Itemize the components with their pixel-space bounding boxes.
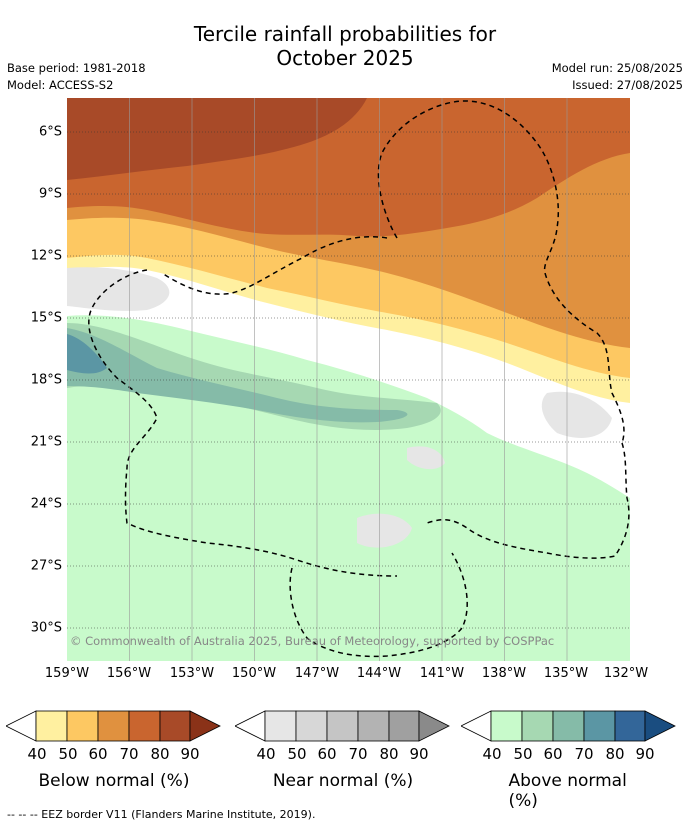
lon-label: 153°W (169, 666, 215, 681)
lat-label: 12°S (30, 248, 62, 264)
lon-label: 144°W (356, 666, 402, 681)
eez-footnote: -- -- -- EEZ border V11 (Flanders Marine… (7, 808, 316, 821)
legend-tick: 40 (482, 745, 502, 763)
lon-label: 141°W (419, 666, 465, 681)
model-run: Model run: 25/08/2025 (551, 61, 683, 75)
legend-tick: 50 (287, 745, 307, 763)
eez-border-east (426, 442, 630, 559)
above-50-region (67, 323, 441, 430)
eez-border-cook-islands (88, 269, 398, 577)
title-line-1: Tercile rainfall probabilities for (193, 22, 497, 46)
base-period: Base period: 1981-2018 (7, 61, 146, 75)
legend-tick: 70 (348, 745, 368, 763)
near-normal-colorbar (235, 710, 450, 742)
near-normal-caption: Near normal (%) (272, 771, 414, 791)
eez-border-south (161, 235, 388, 295)
legend-tick: 70 (574, 745, 594, 763)
lat-label: 21°S (30, 434, 62, 450)
meta-left: Base period: 1981-2018 Model: ACCESS-S2 (7, 60, 146, 94)
legend-tick: 90 (409, 745, 429, 763)
rainfall-map (67, 98, 630, 661)
legend-tick: 60 (543, 745, 563, 763)
legend-tick: 90 (180, 745, 200, 763)
near-40-patch-1 (67, 267, 170, 311)
lon-label: 147°W (294, 666, 340, 681)
legend-tick: 60 (88, 745, 108, 763)
near-40-patch-3 (357, 513, 412, 548)
map-title: Tercile rainfall probabilities for Octob… (0, 22, 690, 70)
lat-label: 6°S (38, 124, 62, 140)
eez-borders (88, 100, 630, 658)
above-normal-colorbar (461, 710, 676, 742)
legend-tick: 40 (256, 745, 276, 763)
legend-tick: 80 (605, 745, 625, 763)
near-40-patch-4 (407, 446, 445, 470)
below-normal-caption: Below normal (%) (38, 771, 190, 791)
eez-border-northern (377, 100, 625, 444)
meta-right: Model run: 25/08/2025 Issued: 27/08/2025 (552, 60, 683, 94)
legend-tick: 80 (379, 745, 399, 763)
lon-label: 159°W (44, 666, 90, 681)
lat-label: 9°S (38, 186, 62, 202)
issued-date: Issued: 27/08/2025 (572, 78, 683, 92)
near-40-patch-2 (541, 391, 612, 438)
legend-tick: 70 (119, 745, 139, 763)
below-80-region (67, 98, 367, 180)
legend-tick: 50 (513, 745, 533, 763)
lat-label: 18°S (30, 372, 62, 388)
lon-label: 132°W (603, 666, 649, 681)
lat-label: 27°S (30, 558, 62, 574)
graticule (129, 98, 568, 661)
graticule-lat (67, 131, 630, 629)
above-normal-caption: Above normal (%) (508, 771, 627, 811)
model-name: Model: ACCESS-S2 (7, 78, 114, 92)
legend-tick: 60 (317, 745, 337, 763)
title-line-2: October 2025 (276, 46, 414, 70)
copyright-notice: © Commonwealth of Australia 2025, Bureau… (70, 634, 555, 648)
lon-label: 156°W (106, 666, 152, 681)
below-normal-colorbar (6, 710, 221, 742)
legend-tick: 40 (27, 745, 47, 763)
above-70-region (67, 334, 107, 374)
lat-label: 24°S (30, 496, 62, 512)
legend-tick: 50 (58, 745, 78, 763)
lat-label: 30°S (30, 620, 62, 636)
lon-label: 138°W (481, 666, 527, 681)
lat-label: 15°S (30, 310, 62, 326)
legend-tick: 80 (150, 745, 170, 763)
above-60-region (67, 328, 408, 423)
lon-label: 135°W (543, 666, 589, 681)
legend-tick: 90 (635, 745, 655, 763)
eez-border-austral (289, 552, 468, 658)
lon-label: 150°W (231, 666, 277, 681)
